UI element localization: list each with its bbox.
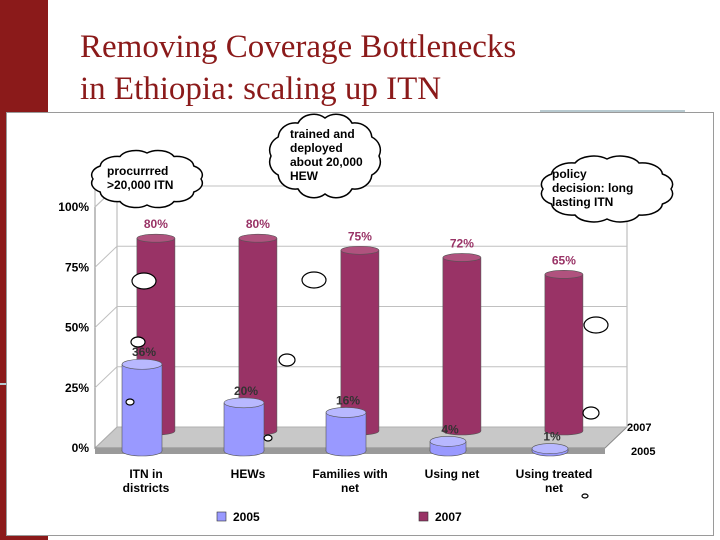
thought-bubble (131, 272, 157, 290)
thought-bubble (583, 316, 609, 334)
bar-2007-body (544, 274, 583, 431)
chart-data-labels: 80% 36% 80% 20% 75% 16% 72% 4% 65% 1% (132, 217, 576, 443)
x-category-label: Families with (312, 467, 387, 481)
y-tick-label: 100% (58, 200, 89, 214)
callout-text-line: trained and (290, 127, 355, 141)
gridline-side (94, 366, 118, 389)
x-category-label: Using treated (516, 467, 593, 481)
y-tick-label: 50% (65, 321, 89, 335)
slide-title: Removing Coverage Bottlenecks in Ethiopi… (80, 26, 516, 110)
data-label-2005: 1% (543, 430, 561, 444)
thought-bubble (581, 493, 589, 499)
data-label-2007: 80% (144, 217, 168, 231)
callout-text-line: about 20,000 (290, 155, 363, 169)
data-label-2007: 80% (246, 217, 270, 231)
data-label-2005: 16% (336, 393, 360, 407)
x-category-label: Using net (425, 467, 480, 481)
data-label-2005: 4% (441, 422, 459, 436)
bar-2005-top (325, 407, 367, 418)
gridline-side (94, 306, 118, 328)
slide-title-line-2: in Ethiopia: scaling up ITN (80, 71, 442, 107)
coverage-bar-chart: 80% 36% 80% 20% 75% 16% 72% 4% 65% 1% 0% 25% 50% 75%… (58, 113, 674, 524)
data-label-2007: 65% (552, 253, 576, 267)
x-category-label: HEWs (231, 467, 266, 481)
x-category-label: net (545, 481, 563, 495)
x-category-label: districts (123, 481, 170, 495)
gridline-side (94, 245, 118, 268)
x-category-label: ITN in (129, 467, 162, 481)
bar-2007-top (442, 253, 482, 262)
bar-2005-top (429, 436, 467, 447)
x-category-label: net (341, 481, 359, 495)
callout-cloud-shape (268, 113, 382, 199)
bar-2007 (544, 270, 584, 436)
slide-title-line-1: Removing Coverage Bottlenecks (80, 29, 517, 65)
chart-legend: 2005 2007 (216, 510, 462, 524)
thought-bubble (278, 353, 296, 367)
bar-2007-top (544, 270, 584, 279)
y-tick-label: 0% (72, 441, 90, 455)
y-tick-label: 25% (65, 381, 89, 395)
legend-label: 2005 (233, 510, 260, 524)
bar-2007-body (340, 250, 379, 431)
legend-item-2005: 2005 (216, 510, 260, 524)
bar-2005-body (326, 412, 366, 451)
bar-2005-body (122, 364, 162, 451)
bar-2005-top (531, 443, 569, 454)
bar-2005 (531, 443, 569, 457)
callout-text-line: >20,000 ITN (107, 178, 173, 192)
legend-item-2007: 2007 (418, 510, 462, 524)
data-label-2005: 20% (234, 384, 258, 398)
bar-2005 (429, 436, 467, 457)
callout-cloud-shape (90, 149, 204, 209)
callout-text-line: HEW (290, 169, 319, 183)
bar-2005 (325, 407, 367, 457)
bar-2007-top (340, 245, 380, 255)
bar-2005 (121, 358, 163, 457)
callout-text-line: procurrred (107, 164, 168, 178)
chart-callouts: procurrred>20,000 ITN trained anddeployed… (90, 113, 674, 223)
thought-bubble (130, 336, 146, 348)
legend-label: 2007 (435, 510, 462, 524)
decorative-bubbles (125, 271, 609, 499)
data-label-2005: 36% (132, 345, 156, 359)
data-label-2007: 75% (348, 229, 372, 243)
data-label-2007: 72% (450, 236, 474, 250)
bar-2005-top (121, 358, 163, 370)
callout-text-line: lasting ITN (552, 195, 613, 209)
title-decoration-line (540, 110, 685, 113)
thought-bubble (125, 398, 135, 406)
callout-text-line: deployed (290, 141, 343, 155)
chart-frame: 80% 36% 80% 20% 75% 16% 72% 4% 65% 1% 0% 25% 50% 75%… (6, 112, 714, 536)
bar-2007-top (136, 233, 176, 243)
callout-cloud-shape (540, 155, 674, 223)
bar-2005-body (224, 402, 264, 451)
legend-swatch (418, 511, 429, 522)
callout-procured: procurrred>20,000 ITN (90, 149, 204, 209)
thought-bubble (582, 406, 600, 420)
thought-bubble (263, 434, 273, 442)
callout-text-line: decision: long (552, 181, 633, 195)
series-2005-bars (121, 358, 569, 457)
y-tick-label: 75% (65, 260, 89, 274)
thought-bubble (301, 271, 327, 289)
bar-2007-top (238, 233, 278, 243)
bar-2005-top (223, 397, 265, 409)
bar-2007 (442, 253, 482, 436)
depth-label-2007: 2007 (627, 422, 651, 434)
bar-2005 (223, 397, 265, 457)
bar-2007-body (442, 257, 481, 431)
legend-swatch (216, 511, 227, 522)
depth-label-2005: 2005 (631, 446, 655, 458)
callout-text-line: policy (552, 167, 587, 181)
